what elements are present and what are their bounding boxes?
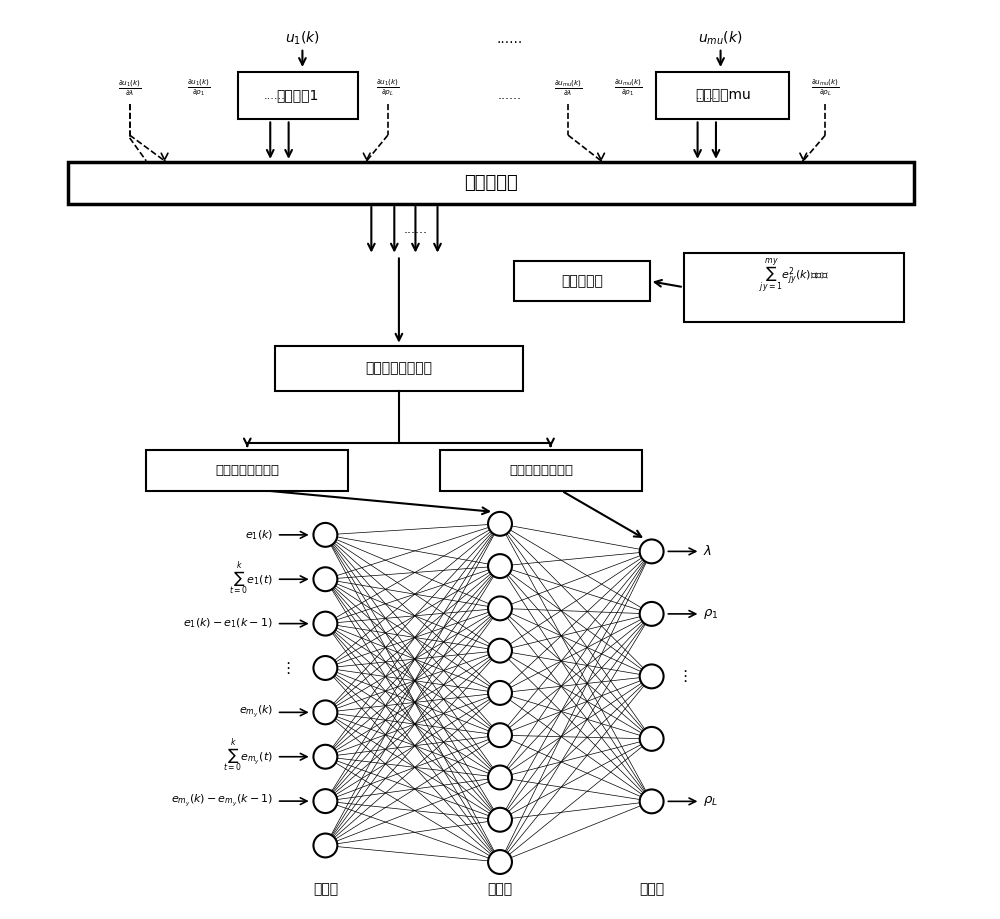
Text: 输出层: 输出层 (639, 882, 664, 897)
Circle shape (488, 639, 512, 663)
Text: $\lambda$: $\lambda$ (703, 544, 712, 559)
Text: $\frac{\partial u_1(k)}{\partial\lambda}$: $\frac{\partial u_1(k)}{\partial\lambda}… (118, 78, 141, 98)
Text: $\sum_{t=0}^{k}e_{m_y}(t)$: $\sum_{t=0}^{k}e_{m_y}(t)$ (223, 738, 273, 776)
Text: 系统误差反向传播: 系统误差反向传播 (365, 361, 432, 376)
FancyBboxPatch shape (440, 450, 642, 491)
Text: 梯度信息1: 梯度信息1 (277, 88, 319, 103)
Text: $\frac{\partial u_{mu}(k)}{\partial\lambda}$: $\frac{\partial u_{mu}(k)}{\partial\lamb… (554, 78, 582, 98)
Circle shape (640, 727, 664, 751)
Text: $\sum_{t=0}^{k}e_1(t)$: $\sum_{t=0}^{k}e_1(t)$ (229, 561, 273, 598)
Text: 梯度信息集: 梯度信息集 (464, 174, 518, 192)
Circle shape (488, 808, 512, 832)
Circle shape (640, 664, 664, 688)
Circle shape (640, 539, 664, 563)
Circle shape (488, 766, 512, 789)
Circle shape (313, 700, 337, 724)
Circle shape (488, 681, 512, 705)
Text: 隐含层: 隐含层 (487, 882, 513, 897)
Text: $\frac{\partial u_1(k)}{\partial\rho_L}$: $\frac{\partial u_1(k)}{\partial\rho_L}$ (376, 78, 400, 98)
Circle shape (488, 512, 512, 536)
Text: 梯度下降法: 梯度下降法 (561, 274, 603, 289)
Circle shape (640, 602, 664, 626)
FancyBboxPatch shape (684, 253, 904, 322)
Circle shape (313, 744, 337, 768)
Text: 梯度信息mu: 梯度信息mu (695, 88, 751, 103)
Circle shape (488, 554, 512, 578)
Text: $u_{mu}(k)$: $u_{mu}(k)$ (698, 30, 743, 47)
Text: $\rho_1$: $\rho_1$ (703, 607, 719, 621)
Text: $\rho_L$: $\rho_L$ (703, 794, 718, 809)
Text: 更新隐含层权系数: 更新隐含层权系数 (215, 464, 279, 477)
Text: $\vdots$: $\vdots$ (280, 660, 290, 676)
Circle shape (313, 612, 337, 636)
Circle shape (313, 567, 337, 591)
Text: ......: ...... (264, 91, 286, 100)
Text: $\vdots$: $\vdots$ (677, 668, 688, 685)
Text: $u_1(k)$: $u_1(k)$ (285, 30, 320, 47)
Text: 更新输出层权系数: 更新输出层权系数 (509, 464, 573, 477)
Text: ......: ...... (696, 91, 718, 100)
Text: $e_{m_y}(k)$: $e_{m_y}(k)$ (239, 704, 273, 720)
Text: ......: ...... (496, 31, 522, 46)
Circle shape (488, 596, 512, 620)
Text: $\frac{\partial u_{mu}(k)}{\partial\rho_1}$: $\frac{\partial u_{mu}(k)}{\partial\rho_… (614, 78, 643, 98)
Circle shape (488, 850, 512, 874)
FancyBboxPatch shape (68, 162, 914, 204)
Text: $e_1(k)-e_1(k-1)$: $e_1(k)-e_1(k-1)$ (183, 617, 273, 630)
FancyBboxPatch shape (275, 346, 523, 391)
Text: $e_1(k)$: $e_1(k)$ (245, 528, 273, 541)
FancyBboxPatch shape (146, 450, 348, 491)
Text: $e_{m_y}(k)-e_{m_y}(k-1)$: $e_{m_y}(k)-e_{m_y}(k-1)$ (171, 793, 273, 809)
Circle shape (488, 723, 512, 747)
Circle shape (313, 656, 337, 680)
Text: $\frac{\partial u_{mu}(k)}{\partial\rho_L}$: $\frac{\partial u_{mu}(k)}{\partial\rho_… (811, 78, 840, 98)
Text: 输入层: 输入层 (313, 882, 338, 897)
Circle shape (640, 789, 664, 813)
Text: ......: ...... (403, 223, 427, 236)
FancyBboxPatch shape (656, 72, 789, 119)
Text: ......: ...... (497, 89, 521, 102)
FancyBboxPatch shape (238, 72, 358, 119)
Text: $\frac{\partial u_1(k)}{\partial\rho_1}$: $\frac{\partial u_1(k)}{\partial\rho_1}$ (187, 78, 210, 98)
Circle shape (313, 834, 337, 857)
Text: $\sum_{jy=1}^{my}e_{jy}^2(k)$最小化: $\sum_{jy=1}^{my}e_{jy}^2(k)$最小化 (759, 257, 829, 295)
Circle shape (313, 789, 337, 813)
Circle shape (313, 523, 337, 547)
FancyBboxPatch shape (514, 261, 650, 301)
